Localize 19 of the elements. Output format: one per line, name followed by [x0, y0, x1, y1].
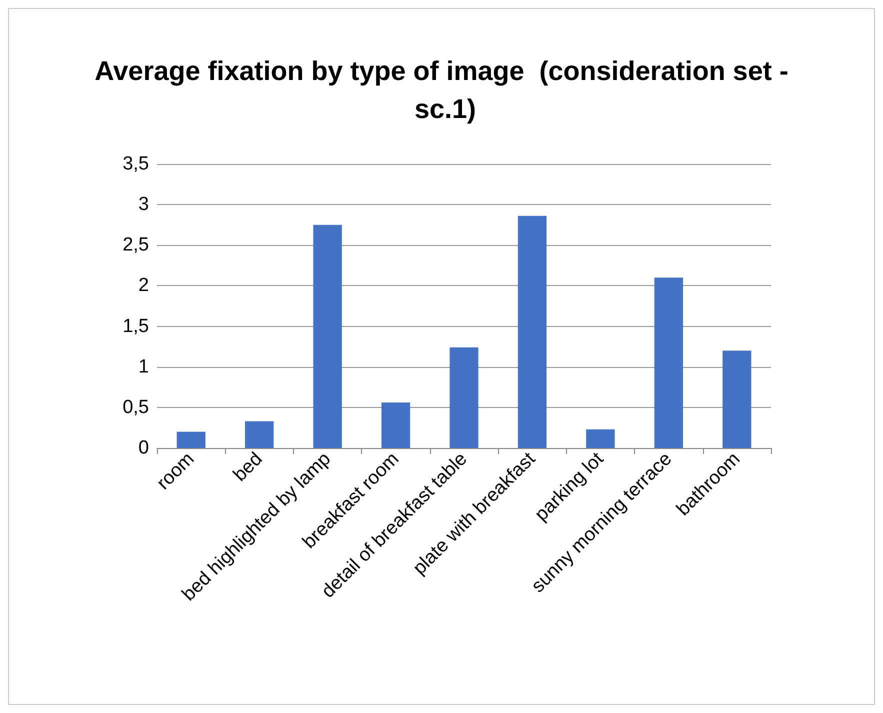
y-tick-label: 1,5 — [122, 316, 149, 337]
bar — [586, 429, 615, 448]
bar — [450, 347, 478, 448]
chart-title: Average fixation by type of image (consideration set - sc.1) — [94, 56, 788, 124]
bar — [381, 402, 410, 448]
y-tick-label: 2,5 — [122, 234, 149, 256]
y-tick-label: 3 — [138, 194, 149, 216]
bar — [313, 224, 342, 448]
y-tick-label: 1 — [138, 356, 149, 378]
bar — [245, 421, 274, 448]
x-tick-label: bed — [230, 448, 267, 486]
y-tick-label: 0 — [138, 438, 149, 458]
y-tick-label: 0,5 — [122, 396, 149, 418]
bar — [518, 216, 547, 448]
bar — [176, 432, 206, 448]
bar — [722, 350, 752, 448]
y-tick-label: 2 — [138, 275, 149, 296]
y-tick-label: 3,5 — [122, 154, 149, 174]
bar — [654, 278, 683, 448]
